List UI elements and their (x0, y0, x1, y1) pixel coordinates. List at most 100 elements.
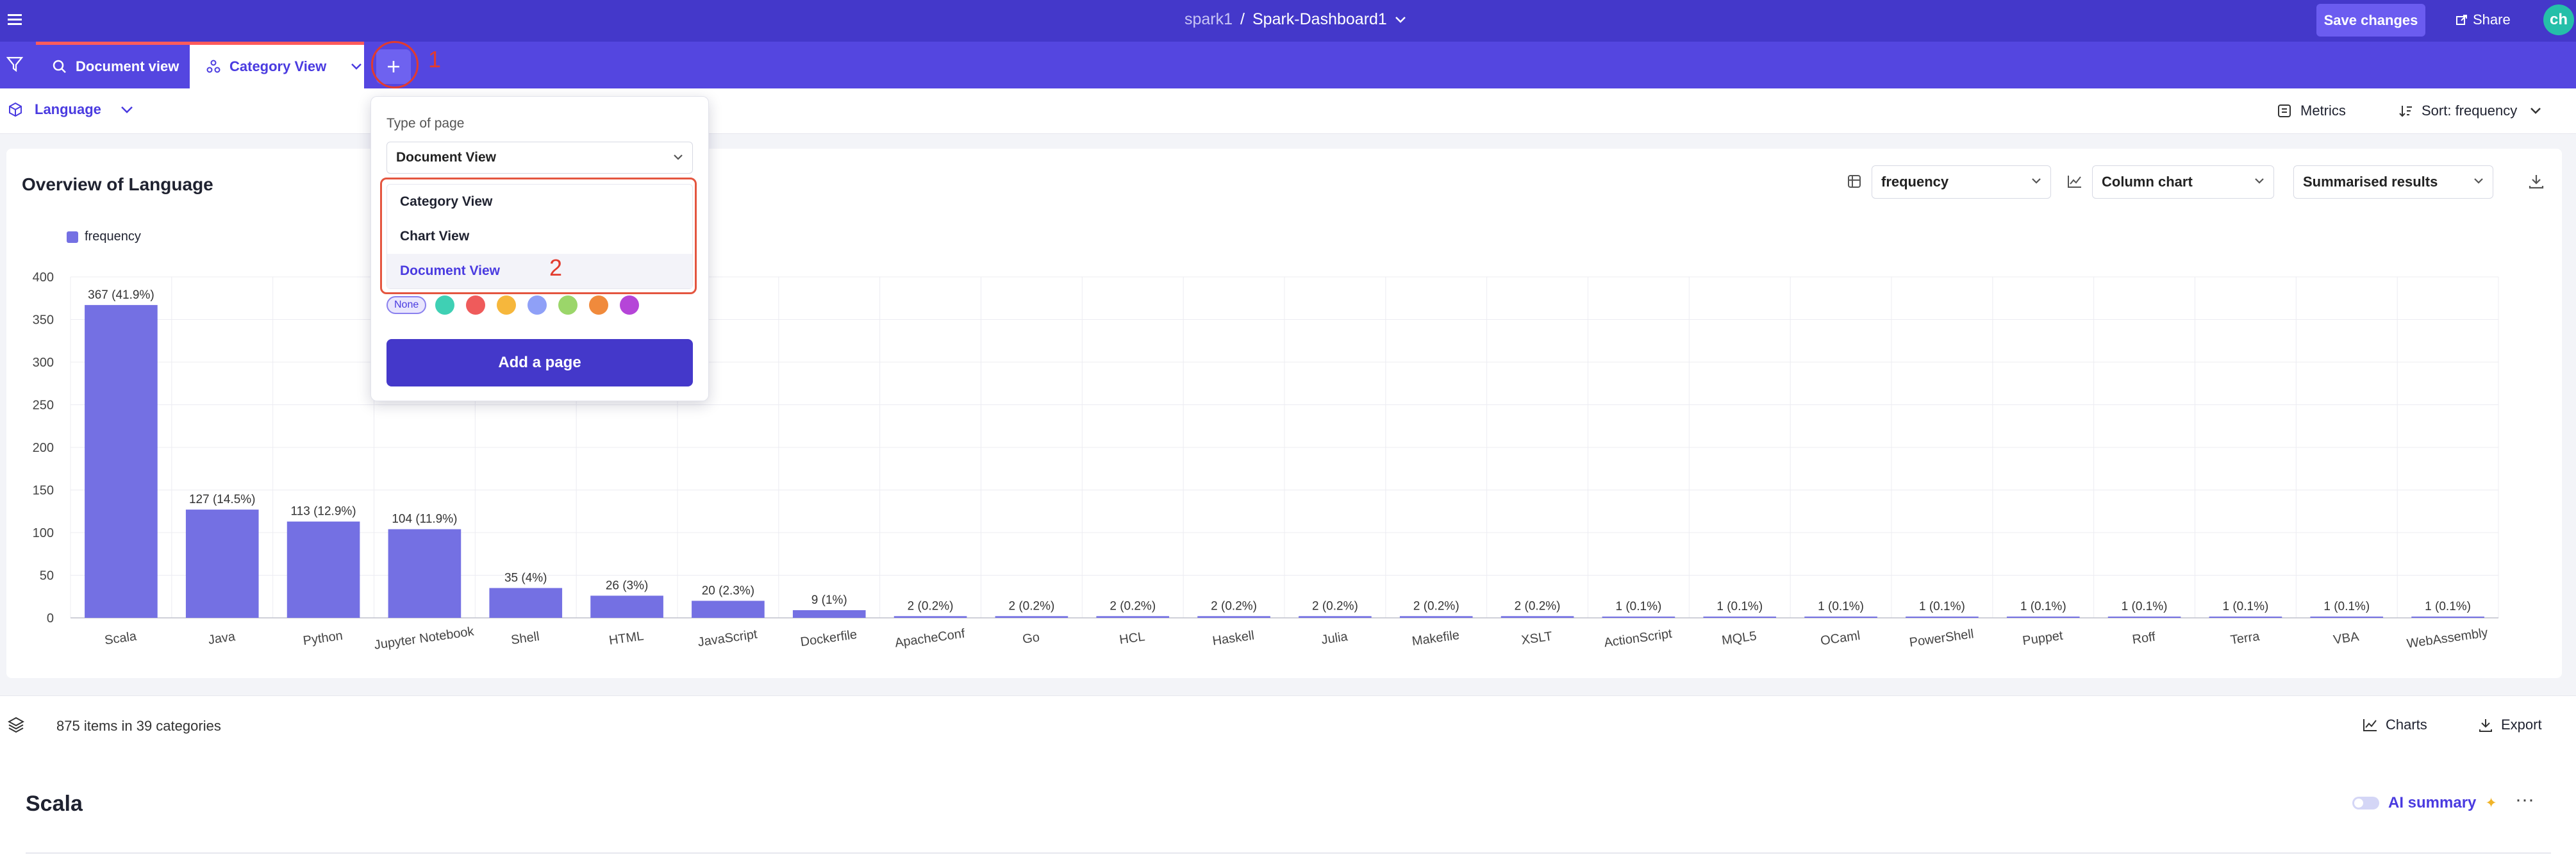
results-select-value: Summarised results (2303, 174, 2438, 190)
chart-bar[interactable] (590, 595, 663, 618)
color-swatch[interactable] (589, 295, 609, 315)
x-tick-label: PowerShell (1908, 627, 1974, 650)
more-options-button[interactable]: ··· (2515, 789, 2534, 810)
chart-bar[interactable] (1299, 616, 1372, 618)
data-label: 367 (41.9%) (88, 288, 154, 302)
chart-bar[interactable] (792, 610, 866, 618)
y-tick-label: 200 (33, 441, 54, 455)
chart-bar[interactable] (692, 601, 765, 618)
option-category-view[interactable]: Category View (400, 194, 493, 209)
x-tick-label: Python (302, 629, 344, 648)
chart-bar[interactable] (1602, 617, 1675, 618)
page-type-options: Category View Chart View Document View (386, 184, 693, 289)
toggle-switch[interactable] (2352, 797, 2379, 809)
filter-icon[interactable] (6, 56, 23, 72)
data-label: 2 (0.2%) (1009, 599, 1055, 613)
data-label: 2 (0.2%) (1109, 599, 1156, 613)
chart-bar[interactable] (1703, 617, 1777, 618)
data-label: 127 (14.5%) (189, 493, 256, 506)
field-label: Language (35, 101, 101, 117)
sort-button[interactable]: Sort: frequency (2398, 103, 2541, 119)
chevron-down-icon[interactable] (351, 63, 362, 71)
cube-icon (8, 102, 23, 117)
external-link-icon (2456, 14, 2468, 26)
x-tick-label: HTML (608, 629, 645, 647)
measure-select-value: frequency (1881, 174, 1949, 190)
measure-select[interactable]: frequency (1872, 165, 2051, 199)
chart-bar[interactable] (287, 521, 360, 618)
chart-bar[interactable] (995, 616, 1068, 618)
color-swatch[interactable] (528, 295, 547, 315)
chevron-down-icon[interactable] (1395, 16, 1406, 24)
tab-document-view[interactable]: Document view (36, 42, 190, 88)
chart-type-value: Column chart (2102, 174, 2193, 190)
divider (26, 852, 2551, 854)
field-selector[interactable]: Language (8, 101, 133, 118)
color-swatch[interactable] (435, 295, 455, 315)
color-swatch[interactable] (620, 295, 640, 315)
data-label: 2 (0.2%) (1413, 599, 1459, 613)
download-icon[interactable] (2528, 173, 2545, 190)
chart-bar[interactable] (1197, 616, 1270, 618)
chart-bar[interactable] (2209, 617, 2282, 618)
chart-bar[interactable] (489, 588, 563, 618)
color-swatch[interactable] (558, 295, 578, 315)
chart-bar[interactable] (1399, 616, 1473, 618)
measure-icon (1847, 174, 1861, 188)
add-page-submit-button[interactable]: Add a page (386, 339, 693, 386)
chevron-down-icon (2473, 178, 2484, 185)
color-none-option[interactable]: None (386, 296, 427, 314)
charts-button[interactable]: Charts (2363, 717, 2427, 733)
chart-bar[interactable] (388, 529, 461, 618)
chart-bar[interactable] (2411, 617, 2484, 618)
bar-chart: 0 50 100 150 200 250 300 350 400 367 (41.9%) Scala… (33, 270, 2499, 652)
x-tick-label: Puppet (2022, 629, 2064, 649)
x-tick-label: VBA (2332, 629, 2360, 647)
chart-bar[interactable] (2310, 617, 2384, 618)
chart-bar[interactable] (85, 304, 158, 618)
option-document-view[interactable]: Document View (387, 254, 692, 288)
chart-bar[interactable] (1804, 617, 1877, 618)
save-changes-button[interactable]: Save changes (2316, 4, 2425, 37)
avatar[interactable]: ch (2543, 4, 2574, 35)
share-button[interactable]: Share (2456, 12, 2511, 28)
metrics-label: Metrics (2300, 103, 2346, 119)
metrics-button[interactable]: Metrics (2277, 103, 2346, 119)
workspace-link[interactable]: spark1 (1184, 10, 1233, 28)
x-tick-label: Go (1022, 630, 1040, 647)
hamburger-menu-icon[interactable] (8, 13, 23, 27)
page-type-select[interactable]: Document View (386, 142, 693, 174)
chart-bar[interactable] (1500, 616, 1574, 618)
color-swatch[interactable] (497, 295, 517, 315)
option-chart-view[interactable]: Chart View (400, 229, 470, 244)
x-tick-label: Makefile (1411, 628, 1461, 649)
y-tick-label: 100 (33, 526, 54, 540)
chart-bar[interactable] (2006, 617, 2080, 618)
annotation-marker-2: 2 (549, 254, 563, 281)
chart-bar[interactable] (1906, 617, 1979, 618)
chart-bar[interactable] (2107, 617, 2181, 618)
chart-type-select[interactable]: Column chart (2092, 165, 2274, 199)
layers-icon (8, 717, 24, 733)
data-label: 35 (4%) (504, 571, 547, 585)
category-section: Scala AI summary ✦ ··· (0, 756, 2576, 855)
color-picker: None (386, 295, 640, 315)
chevron-down-icon (2031, 178, 2041, 185)
chevron-down-icon (2530, 107, 2541, 115)
results-select[interactable]: Summarised results (2293, 165, 2493, 199)
data-label: 1 (0.1%) (1716, 600, 1763, 613)
data-label: 1 (0.1%) (1616, 600, 1662, 613)
dashboard-name[interactable]: Spark-Dashboard1 (1252, 10, 1387, 28)
y-tick-label: 400 (33, 270, 54, 285)
color-swatch[interactable] (466, 295, 486, 315)
annotation-marker-1: 1 (428, 46, 442, 72)
export-button[interactable]: Export (2478, 717, 2542, 733)
legend-label: frequency (85, 229, 141, 244)
tab-category-view[interactable]: Category View (190, 42, 364, 88)
ai-summary-toggle[interactable]: AI summary ✦ (2352, 794, 2497, 812)
chart-bar[interactable] (185, 510, 259, 618)
chart-bar[interactable] (1096, 616, 1170, 618)
x-tick-label: HCL (1118, 629, 1146, 647)
x-tick-label: Julia (1320, 629, 1349, 647)
chart-bar[interactable] (893, 616, 967, 618)
